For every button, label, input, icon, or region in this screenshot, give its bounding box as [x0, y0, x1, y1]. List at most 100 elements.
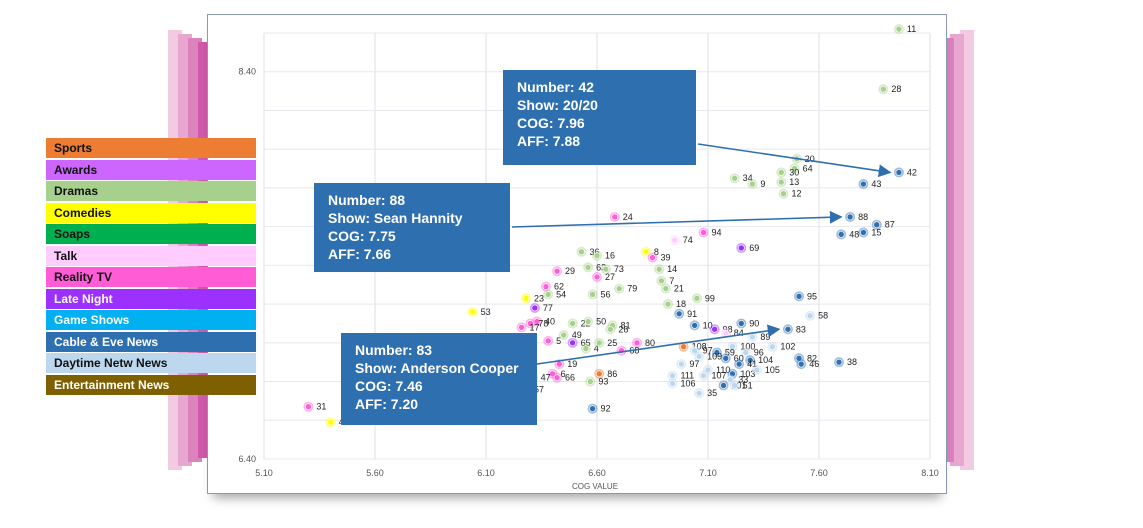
point-marker [737, 244, 745, 252]
data-point: 111 [667, 370, 694, 381]
data-point: 78 [525, 318, 548, 329]
point-label: 73 [614, 264, 624, 274]
point-marker [880, 85, 887, 93]
data-point: 105 [751, 364, 780, 375]
point-label: 8 [654, 247, 659, 257]
point-marker [860, 229, 867, 236]
legend-item-sports: Sports [46, 138, 256, 158]
point-label: 39 [661, 253, 671, 263]
data-point: 90 [736, 318, 759, 329]
point-label: 84 [734, 328, 744, 338]
data-point: 23 [520, 293, 544, 304]
point-label: 38 [847, 357, 857, 367]
data-point: 103 [727, 368, 755, 379]
point-label: 12 [791, 189, 801, 199]
data-point: 46 [796, 359, 819, 370]
data-point: 19 [554, 359, 577, 370]
point-marker [611, 213, 619, 221]
data-point: 53 [467, 306, 491, 317]
data-point: 93 [585, 376, 608, 387]
point-label: 97 [689, 359, 699, 369]
point-label: 36 [589, 247, 599, 257]
point-marker [584, 318, 592, 325]
data-point: 62 [540, 281, 564, 292]
point-label: 62 [554, 282, 564, 292]
legend-item-game-shows: Game Shows [46, 310, 256, 330]
scatter-chart: 5.10 5.60 6.10 6.60 7.10 7.60 8.10 6.40 8.40 COG … [238, 24, 939, 491]
point-label: 7 [669, 276, 674, 286]
point-label: 10 [703, 320, 713, 330]
point-label: 40 [545, 317, 555, 327]
data-point: 30 [776, 167, 799, 178]
data-point: 63 [583, 262, 606, 273]
point-label: 43 [871, 179, 881, 189]
data-point: 51 [729, 380, 753, 391]
point-marker [675, 310, 683, 318]
point-label: 35 [707, 388, 717, 398]
point-marker [731, 174, 738, 182]
point-marker [726, 376, 734, 383]
point-marker [569, 339, 576, 347]
point-marker [607, 325, 614, 333]
legend: Sports Awards Dramas Comedies Soaps Talk… [46, 138, 256, 396]
point-marker [837, 231, 845, 238]
point-marker [795, 293, 803, 300]
point-marker [589, 405, 596, 412]
point-label: 102 [780, 342, 795, 352]
point-label: 14 [667, 264, 677, 274]
point-label: 87 [885, 220, 895, 230]
point-marker [695, 389, 703, 397]
point-label: 83 [796, 324, 806, 334]
point-marker [753, 366, 761, 374]
point-marker [860, 180, 867, 188]
point-label: 82 [807, 353, 817, 363]
data-point: 66 [552, 372, 575, 383]
data-point: 38 [833, 357, 857, 368]
point-marker [569, 320, 576, 327]
point-marker [873, 221, 881, 228]
point-marker [305, 403, 312, 411]
data-point: 24 [609, 211, 633, 222]
point-marker [527, 320, 534, 327]
data-point: 20 [791, 153, 815, 164]
data-point: 91 [674, 308, 697, 319]
point-label: 11 [907, 24, 916, 34]
point-label: 42 [907, 167, 917, 177]
point-label: 107 [712, 371, 727, 381]
point-label: 15 [871, 227, 881, 237]
data-point: 39 [647, 252, 671, 263]
point-label: 78 [538, 318, 548, 328]
point-marker [749, 333, 756, 341]
data-point: 9 [747, 179, 765, 190]
point-label: 17 [530, 322, 540, 332]
point-marker [693, 294, 701, 302]
data-point: 106 [667, 378, 696, 389]
point-marker [729, 370, 736, 378]
data-point: 97 [676, 359, 699, 370]
x-axis-label: COG VALUE [572, 482, 618, 491]
point-label: 20 [805, 154, 815, 164]
data-point: 8 [640, 246, 659, 257]
point-marker [615, 285, 623, 292]
point-marker [327, 418, 334, 426]
point-marker [542, 283, 550, 290]
data-point: 35 [694, 388, 717, 399]
point-marker [700, 372, 707, 380]
point-marker [602, 265, 610, 273]
data-point: 82 [794, 353, 817, 364]
point-label: 30 [789, 167, 799, 177]
point-label: 26 [618, 324, 628, 334]
callout-show: Show: 20/20 [517, 97, 598, 113]
x-tick-label: 7.10 [699, 468, 717, 478]
point-marker [777, 169, 785, 176]
point-label: 31 [316, 402, 326, 412]
point-marker [795, 355, 803, 362]
point-marker [780, 190, 787, 198]
legend-item-cable-eve-news: Cable & Eve News [46, 331, 256, 352]
point-label: 63 [596, 262, 606, 272]
point-marker [587, 378, 594, 385]
point-label: 103 [740, 369, 755, 379]
point-marker [691, 322, 698, 329]
callout-show-88: Number: 88 Show: Sean Hannity COG: 7.75 … [314, 183, 510, 272]
legend-item-late-night: Late Night [46, 288, 256, 309]
